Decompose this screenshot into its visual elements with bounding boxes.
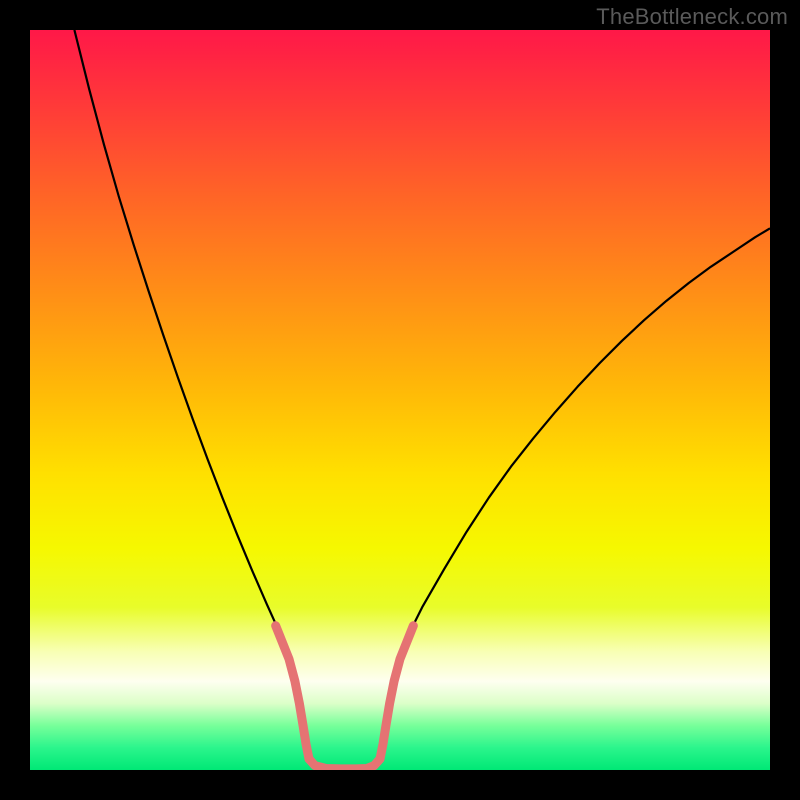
plot-svg bbox=[30, 30, 770, 770]
chart-frame: TheBottleneck.com bbox=[0, 0, 800, 800]
plot-area bbox=[30, 30, 770, 770]
watermark-text: TheBottleneck.com bbox=[596, 4, 788, 30]
